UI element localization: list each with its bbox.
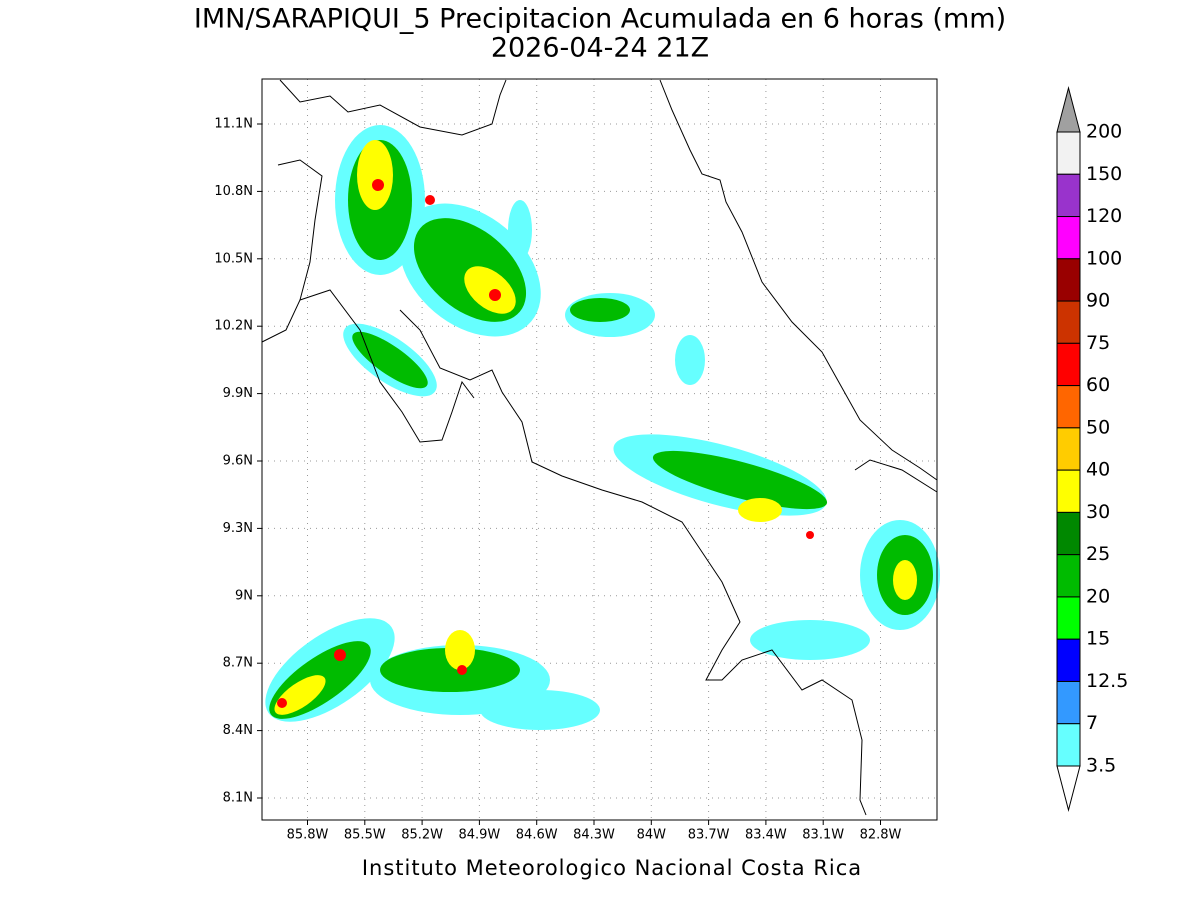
y-tick-label: 9.9N [223,386,253,401]
colorbar-label: 75 [1086,332,1110,354]
colorbar-label: 50 [1086,416,1110,438]
colorbar: 200 150 120 100 90 75 60 50 40 30 25 20 15 12.5 7 3.5 [1056,86,1128,812]
colorbar-box [1056,427,1081,471]
y-tick-label: 8.4N [223,723,253,738]
y-tick-label: 8.1N [223,791,253,806]
colorbar-label: 25 [1086,543,1110,565]
colorbar-label: 150 [1086,163,1122,185]
colorbar-box [1056,131,1081,175]
axis-labels: 85.8W 85.5W 85.2W 84.9W 84.6W 84.3W 84W 83.7W 83… [214,117,901,843]
colorbar-label: 100 [1086,247,1122,269]
colorbar-label: 200 [1086,121,1122,143]
map-frame [261,78,938,821]
coastlines [261,79,938,816]
colorbar-box [1056,342,1081,387]
colorbar-box [1056,511,1081,556]
colorbar-label: 90 [1086,290,1110,312]
colorbar-box [1056,723,1081,767]
colorbar-label: 60 [1086,374,1110,396]
x-tick-label: 84W [637,828,667,843]
x-tick-label: 85.5W [344,828,386,843]
colorbar-box [1056,258,1081,302]
colorbar-label: 120 [1086,205,1122,227]
colorbar-label: 15 [1086,628,1110,650]
colorbar-label: 40 [1086,459,1110,481]
title: IMN/SARAPIQUI_5 Precipitacion Acumulada … [194,4,1006,35]
colorbar-box [1056,554,1081,598]
x-tick-label: 85.8W [287,828,329,843]
y-tick-label: 10.8N [214,184,253,199]
y-tick-label: 9.6N [223,454,253,469]
x-tick-label: 85.2W [401,828,443,843]
colorbar-box [1056,638,1081,682]
x-tick-label: 83.1W [802,828,844,843]
colorbar-box [1056,469,1081,513]
colorbar-box [1056,173,1081,218]
colorbar-box [1056,300,1081,344]
y-tick-label: 10.5N [214,251,253,266]
x-tick-label: 84.3W [573,828,615,843]
x-tick-label: 83.7W [688,828,730,843]
colorbar-box [1056,216,1081,260]
x-tick-label: 83.4W [745,828,787,843]
y-tick-label: 9.3N [223,521,253,536]
credit: Instituto Meteorologico Nacional Costa R… [362,856,862,880]
colorbar-label: 30 [1086,501,1110,523]
colorbar-label: 20 [1086,585,1110,607]
y-tick-label: 9N [235,588,253,603]
subtitle: 2026-04-24 21Z [491,33,709,64]
colorbar-box [1056,596,1081,640]
x-tick-label: 82.8W [860,828,902,843]
colorbar-label: 7 [1086,712,1098,734]
y-tick-label: 8.7N [223,656,253,671]
precipitation-field [265,125,940,730]
colorbar-box [1056,385,1081,429]
colorbar-under [1056,765,1081,812]
x-tick-label: 84.9W [458,828,500,843]
x-tick-label: 84.6W [516,828,558,843]
colorbar-over [1056,86,1081,133]
colorbar-box [1056,680,1081,725]
y-tick-label: 10.2N [214,319,253,334]
colorbar-label: 12.5 [1086,670,1128,692]
colorbar-label: 3.5 [1086,755,1116,777]
y-tick-label: 11.1N [214,117,253,132]
